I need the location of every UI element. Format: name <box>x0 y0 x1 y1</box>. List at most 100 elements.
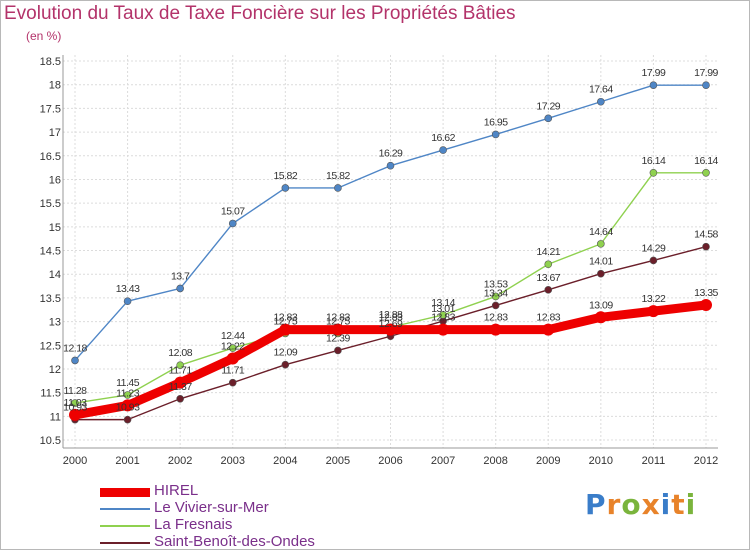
data-label: 13.14 <box>431 297 455 309</box>
x-tick-label: 2009 <box>536 455 560 467</box>
x-tick-label: 2008 <box>483 455 507 467</box>
data-label: 14.64 <box>589 226 613 238</box>
data-label: 13.53 <box>484 278 508 290</box>
y-tick-label: 14 <box>49 269 61 281</box>
data-labels: 11.03 11.23 11.71 12.22 12.83 12.83 12.83 12.83… <box>63 67 719 414</box>
y-tick-label: 17.5 <box>40 103 61 115</box>
legend-item: Saint-Benoît-des-Ondes <box>100 533 360 552</box>
data-label: 17.29 <box>536 100 560 112</box>
data-label: 15.07 <box>221 205 245 217</box>
data-point <box>649 169 658 177</box>
data-label: 16.14 <box>642 155 666 167</box>
data-point <box>437 323 450 336</box>
data-label: 11.23 <box>116 387 140 399</box>
y-tick-label: 12.5 <box>40 340 61 352</box>
data-point <box>384 323 397 336</box>
data-label: 12.83 <box>431 312 455 324</box>
data-point <box>228 378 237 387</box>
data-point <box>123 415 132 424</box>
data-point <box>334 184 342 192</box>
data-label: 16.95 <box>484 116 508 128</box>
data-label: 12.83 <box>273 312 297 324</box>
data-label: 12.22 <box>221 341 245 353</box>
x-tick-label: 2001 <box>115 455 139 467</box>
data-label: 12.44 <box>221 330 245 342</box>
x-tick-label: 2005 <box>326 455 350 467</box>
data-point <box>281 360 290 369</box>
data-point <box>228 219 237 228</box>
grid <box>63 55 718 448</box>
y-tick-label: 11 <box>50 411 61 423</box>
data-label: 13.7 <box>171 270 190 282</box>
y-tick-label: 13 <box>49 317 61 329</box>
data-point <box>71 399 79 407</box>
y-tick-label: 10.5 <box>40 435 61 447</box>
data-label: 12.75 <box>273 315 297 327</box>
data-label: 11.45 <box>116 377 140 389</box>
legend-swatch <box>100 508 150 510</box>
axes: 10.5 11 11.5 12 12.5 13 13.5 14 14.5 15 15.5 16 16.5… <box>40 55 718 467</box>
data-label: 12.69 <box>379 318 403 330</box>
x-tick-label: 2004 <box>273 455 297 467</box>
data-label: 12.09 <box>273 347 297 359</box>
legend-swatch <box>100 542 150 544</box>
data-label: 14.21 <box>536 246 560 258</box>
data-label: 12.83 <box>484 312 508 324</box>
data-label: 17.99 <box>694 67 718 79</box>
data-label: 11.37 <box>169 381 193 393</box>
data-point <box>544 286 553 294</box>
legend-item: HIREL <box>100 482 360 501</box>
data-label: 14.29 <box>642 242 666 254</box>
y-tick-label: 15 <box>49 222 61 234</box>
data-label: 12.83 <box>536 312 560 324</box>
data-point <box>649 256 658 265</box>
data-point <box>544 260 553 269</box>
data-point <box>700 298 712 311</box>
data-point <box>334 346 342 355</box>
y-tick-label: 12 <box>49 364 61 376</box>
x-tick-label: 2000 <box>63 455 87 467</box>
data-point <box>491 130 500 139</box>
data-point <box>439 146 447 154</box>
x-tick-label: 2006 <box>378 455 402 467</box>
x-tick-label: 2007 <box>431 455 455 467</box>
data-point <box>279 323 292 336</box>
data-label: 15.82 <box>273 170 297 182</box>
data-label: 12.75 <box>326 315 350 327</box>
data-label: 17.99 <box>642 67 666 79</box>
data-label: 13.43 <box>116 283 140 295</box>
data-point <box>597 269 605 278</box>
data-point <box>439 311 447 319</box>
y-tick-label: 17 <box>49 127 61 139</box>
data-label: 13.67 <box>536 272 560 284</box>
data-label: 10.93 <box>116 402 140 414</box>
data-label: 12.08 <box>168 347 192 359</box>
data-point <box>123 297 132 305</box>
data-point <box>71 356 79 365</box>
data-label: 12.88 <box>379 309 403 321</box>
data-point <box>597 97 605 106</box>
series-lines <box>69 81 712 424</box>
data-point <box>386 161 395 170</box>
data-point <box>542 323 555 336</box>
data-label: 16.29 <box>379 148 403 160</box>
data-label: 13.34 <box>484 287 508 299</box>
y-tick-label: 11.5 <box>40 388 61 400</box>
legend-label: Le Vivier-sur-Mer <box>154 499 269 516</box>
data-label: 11.71 <box>169 365 193 377</box>
legend-label: Saint-Benoît-des-Ondes <box>154 533 315 550</box>
y-tick-label: 16 <box>49 174 61 186</box>
y-tick-label: 15.5 <box>40 198 61 210</box>
data-point <box>174 376 187 389</box>
chart-title: Evolution du Taux de Taxe Foncière sur l… <box>4 3 516 24</box>
proxiti-logo: Proxiti <box>585 488 697 521</box>
data-label: 11.28 <box>64 385 88 397</box>
data-label: 15.82 <box>326 170 350 182</box>
y-tick-label: 13.5 <box>40 293 61 305</box>
data-point <box>121 399 134 412</box>
data-label: 16.14 <box>694 155 718 167</box>
legend-item: Le Vivier-sur-Mer <box>100 499 360 518</box>
data-label: 12.18 <box>63 342 87 354</box>
